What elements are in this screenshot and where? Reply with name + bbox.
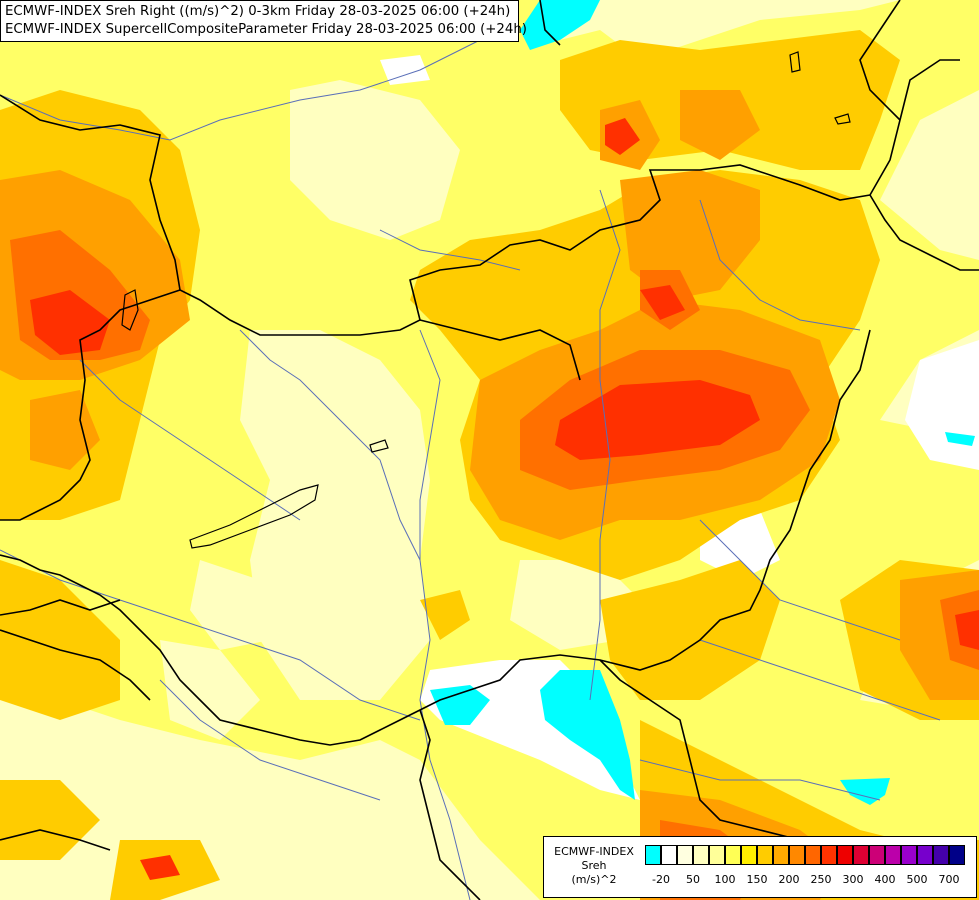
legend-swatch bbox=[853, 845, 869, 865]
legend-swatch bbox=[901, 845, 917, 865]
legend-swatch bbox=[677, 845, 693, 865]
color-legend: ECMWF-INDEX Sreh (m/s)^2 -20 50 100 150 200 2… bbox=[543, 836, 977, 898]
legend-swatch bbox=[709, 845, 725, 865]
legend-swatch bbox=[661, 845, 677, 865]
legend-swatch bbox=[869, 845, 885, 865]
legend-swatch bbox=[837, 845, 853, 865]
legend-tick-label: 700 bbox=[938, 873, 960, 886]
legend-unit-label: (m/s)^2 bbox=[571, 873, 617, 886]
legend-swatch bbox=[821, 845, 837, 865]
legend-swatch bbox=[933, 845, 949, 865]
legend-tick-label: 150 bbox=[746, 873, 768, 886]
legend-swatches bbox=[645, 845, 965, 865]
legend-parameter-label: Sreh bbox=[581, 859, 607, 872]
sreh-field-red bbox=[30, 118, 979, 880]
legend-swatch bbox=[693, 845, 709, 865]
legend-tick-label: -20 bbox=[652, 873, 670, 886]
legend-model-label: ECMWF-INDEX bbox=[554, 845, 634, 858]
legend-swatch bbox=[725, 845, 741, 865]
legend-swatch bbox=[757, 845, 773, 865]
legend-tick-label: 100 bbox=[714, 873, 736, 886]
sreh-field-cyan bbox=[430, 0, 975, 805]
map-title-line-1: ECMWF-INDEX Sreh Right ((m/s)^2) 0-3km F… bbox=[5, 4, 511, 19]
legend-tick-label: 200 bbox=[778, 873, 800, 886]
legend-ticks: -20 50 100 150 200 250 300 400 500 700 bbox=[645, 873, 975, 887]
legend-tick-label: 250 bbox=[810, 873, 832, 886]
lake-outlines bbox=[121, 51, 851, 549]
legend-tick-label: 300 bbox=[842, 873, 864, 886]
legend-swatch bbox=[789, 845, 805, 865]
legend-swatch bbox=[773, 845, 789, 865]
legend-labels: ECMWF-INDEX Sreh (m/s)^2 bbox=[548, 845, 640, 887]
map-title-line-2: ECMWF-INDEX SupercellCompositeParameter … bbox=[5, 22, 527, 37]
legend-tick-label: 400 bbox=[874, 873, 896, 886]
legend-swatch bbox=[645, 845, 661, 865]
legend-tick-label: 50 bbox=[686, 873, 700, 886]
legend-swatch bbox=[917, 845, 933, 865]
legend-swatch bbox=[805, 845, 821, 865]
map-title-box: ECMWF-INDEX Sreh Right ((m/s)^2) 0-3km F… bbox=[0, 0, 527, 42]
legend-tick-label: 500 bbox=[906, 873, 928, 886]
legend-swatch bbox=[949, 845, 965, 865]
legend-swatch bbox=[885, 845, 901, 865]
legend-swatch bbox=[741, 845, 757, 865]
river-lines bbox=[0, 39, 941, 900]
